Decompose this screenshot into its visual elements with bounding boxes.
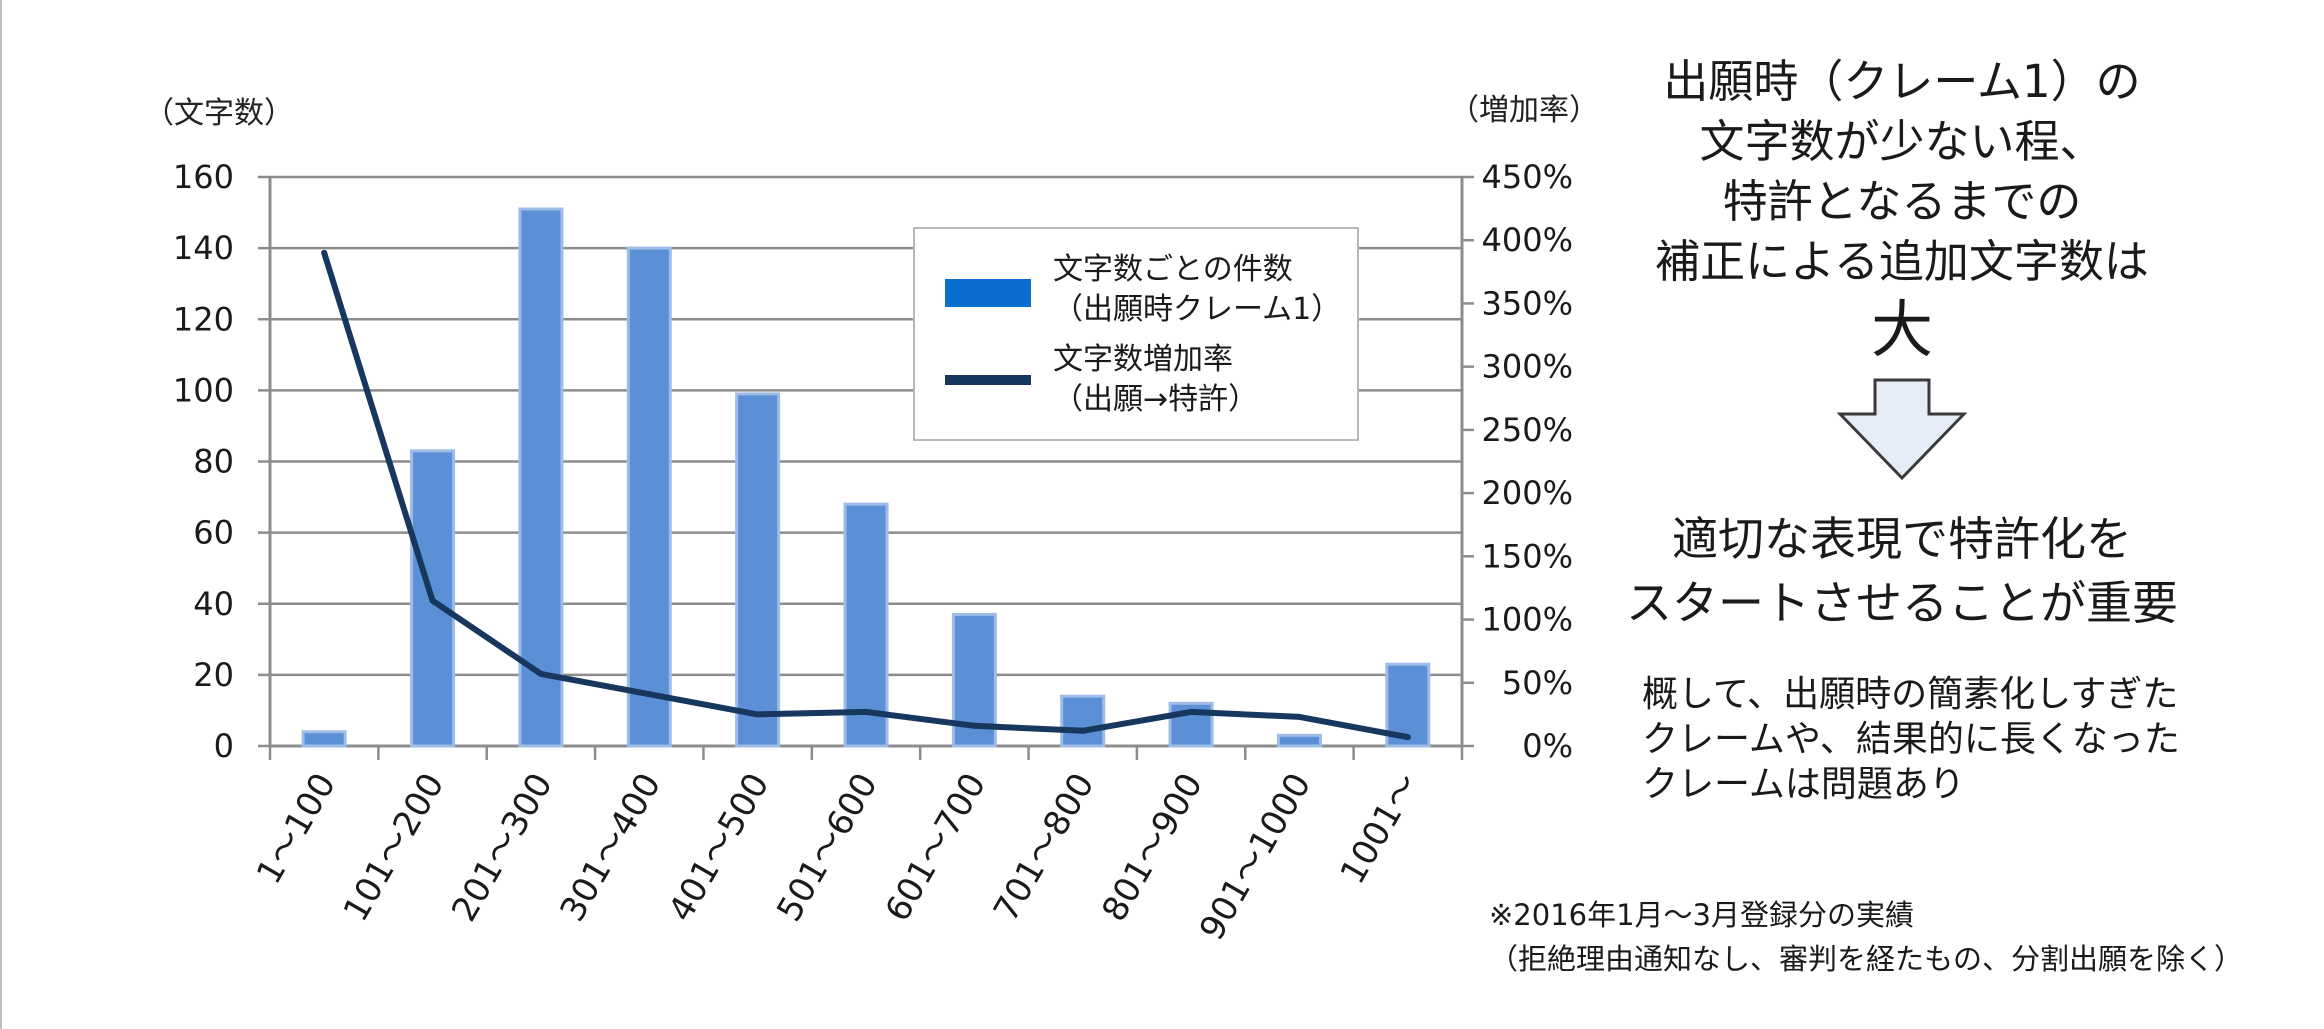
bar-1001～ — [1385, 662, 1431, 748]
footnote-line-1: ※2016年1月～3月登録分の実績 — [1489, 898, 1915, 932]
legend-label-bar-1: 文字数ごとの件数 — [1053, 252, 1293, 287]
x-tick-label: 101～200 — [336, 767, 453, 929]
y-right-tick-label: 400% — [1482, 221, 1573, 259]
detail-line-2: クレームや、結果的に長くなった — [1642, 719, 2180, 760]
message-conclusion: 適切な表現で特許化を スタートさせることが重要 — [1597, 507, 2207, 635]
bar-501～600 — [843, 502, 889, 748]
y-left-tick-label: 60 — [193, 514, 234, 552]
y-right-tick-label: 350% — [1482, 284, 1573, 322]
message-detail: 概して、出願時の簡素化しすぎた クレームや、結果的に長くなった クレームは問題あ… — [1642, 672, 2180, 807]
bar-701～800 — [1060, 694, 1106, 748]
legend-label-bar-2: （出願時クレーム1） — [1053, 292, 1342, 327]
line-point-101～200 — [429, 597, 436, 604]
line-point-901～1000 — [1296, 713, 1303, 720]
line-point-801～900 — [1188, 708, 1195, 715]
line-point-401～500 — [754, 711, 761, 718]
line-point-601～700 — [971, 722, 978, 729]
y-right-tick-label: 150% — [1482, 537, 1573, 575]
legend-label-line-2: （出願→特許） — [1053, 382, 1259, 417]
y-right-tick-label: 0% — [1522, 727, 1573, 765]
footnote: ※2016年1月～3月登録分の実績 （拒絶理由通知なし、審判を経たもの、分割出願… — [1489, 893, 2243, 981]
y-right-tick-label: 200% — [1482, 474, 1573, 512]
conclusion-line-2: スタートさせることが重要 — [1626, 576, 2178, 630]
message-line-2: 文字数が少ない程、 — [1699, 115, 2105, 168]
y-right-axis-label: （増加率） — [1449, 93, 1599, 128]
line-point-1～100 — [321, 249, 328, 256]
bar-1～100 — [301, 730, 347, 748]
x-tick-label: 401～500 — [661, 767, 778, 929]
bar-401～500 — [735, 392, 781, 748]
y-left-tick-label: 0 — [214, 727, 234, 765]
message-big: 大 — [1870, 293, 1933, 366]
message-line-4: 補正による追加文字数は — [1655, 235, 2149, 288]
legend-swatch-line — [945, 375, 1031, 385]
y-left-tick-label: 100 — [173, 371, 234, 409]
y-left-tick-label: 160 — [173, 158, 234, 196]
x-tick-label: 601～700 — [878, 767, 995, 929]
y-right-tick-label: 250% — [1482, 411, 1573, 449]
footnote-line-2: （拒絶理由通知なし、審判を経たもの、分割出願を除く） — [1489, 942, 2244, 976]
y-left-tick-label: 120 — [173, 300, 234, 338]
message-line-1: 出願時（クレーム1）の — [1663, 55, 2141, 108]
y-left-tick-label: 140 — [173, 229, 234, 267]
line-point-701～800 — [1079, 727, 1086, 734]
x-tick-label: 501～600 — [769, 767, 886, 929]
bar-901～1000 — [1276, 733, 1322, 748]
bar-201～300 — [518, 207, 564, 748]
bar-301～400 — [626, 246, 672, 748]
legend-swatch-bar — [945, 279, 1031, 307]
y-right-tick-label: 50% — [1502, 664, 1573, 702]
message-line-3: 特許となるまでの — [1722, 175, 2082, 228]
y-right-tick-label: 450% — [1482, 158, 1573, 196]
line-point-301～400 — [646, 691, 653, 698]
x-tick-label: 1～100 — [249, 767, 344, 891]
x-tick-label: 301～400 — [553, 767, 670, 929]
line-point-201～300 — [537, 670, 544, 677]
y-right-tick-label: 300% — [1482, 348, 1573, 386]
y-left-tick-label: 80 — [193, 443, 234, 481]
x-tick-label: 701～800 — [986, 767, 1103, 929]
y-left-tick-label: 20 — [193, 656, 234, 694]
line-point-501～600 — [863, 708, 869, 715]
down-arrow-icon — [1837, 378, 1967, 480]
x-tick-label: 1001～ — [1333, 767, 1428, 891]
message-main: 出願時（クレーム1）の 文字数が少ない程、 特許となるまでの 補正による追加文字… — [1617, 52, 2187, 292]
x-tick-label: 901～1000 — [1192, 767, 1319, 948]
detail-line-3: クレームは問題あり — [1642, 764, 1965, 805]
legend-label-line-1: 文字数増加率 — [1053, 342, 1233, 377]
x-tick-label: 801～900 — [1094, 767, 1211, 929]
line-point-1001～ — [1404, 734, 1411, 741]
y-right-tick-label: 100% — [1482, 601, 1573, 639]
x-tick-label: 201～300 — [444, 767, 561, 929]
detail-line-1: 概して、出願時の簡素化しすぎた — [1642, 674, 2179, 715]
conclusion-line-1: 適切な表現で特許化を — [1672, 512, 2132, 566]
y-left-axis-label: （文字数） — [144, 96, 294, 131]
y-left-tick-label: 40 — [193, 585, 234, 623]
chart-legend: 文字数ごとの件数 （出願時クレーム1） 文字数増加率 （出願→特許） — [913, 227, 1359, 441]
